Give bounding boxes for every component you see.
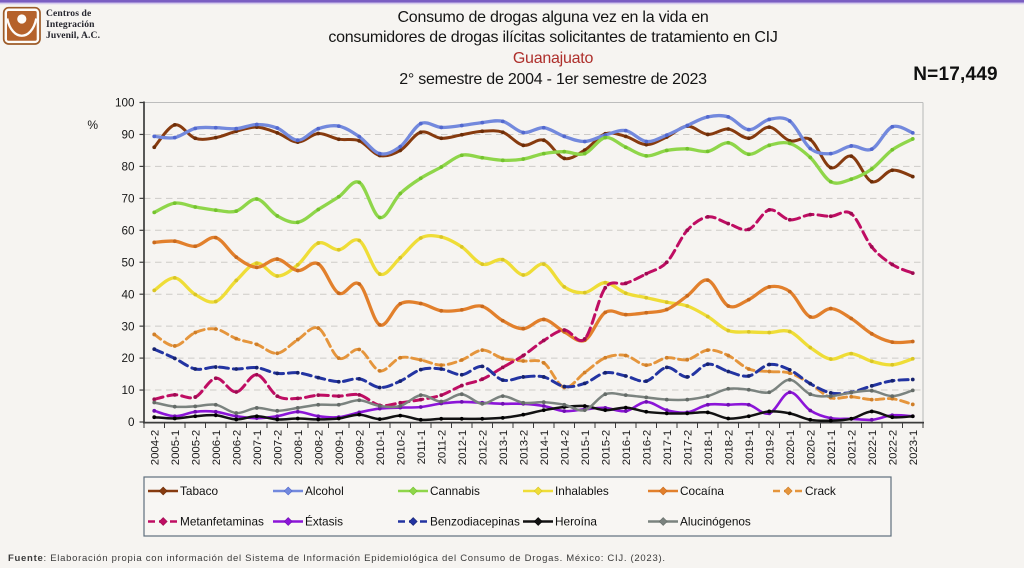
svg-text:2019-1: 2019-1	[744, 430, 756, 465]
svg-text:60: 60	[121, 224, 135, 237]
svg-text:2017-1: 2017-1	[662, 430, 674, 465]
svg-text:2005-2: 2005-2	[190, 430, 202, 465]
svg-text:2015-1: 2015-1	[580, 430, 592, 465]
svg-text:2014-2: 2014-2	[559, 430, 571, 465]
svg-text:100: 100	[115, 97, 135, 110]
svg-text:Inhalables: Inhalables	[555, 484, 609, 498]
svg-text:2011-2: 2011-2	[436, 430, 448, 465]
svg-text:2014-1: 2014-1	[539, 430, 551, 465]
svg-text:2019-2: 2019-2	[764, 430, 776, 465]
svg-text:2013-1: 2013-1	[498, 430, 510, 465]
svg-text:2006-2: 2006-2	[231, 430, 243, 465]
svg-text:2022-1: 2022-1	[867, 430, 879, 465]
svg-text:2004-2: 2004-2	[149, 430, 161, 465]
svg-text:2008-1: 2008-1	[293, 430, 305, 465]
svg-text:2005-1: 2005-1	[170, 430, 182, 465]
svg-text:2021-1: 2021-1	[826, 430, 838, 465]
svg-text:2016-1: 2016-1	[621, 430, 633, 465]
svg-text:Heroína: Heroína	[555, 515, 597, 529]
svg-text:2016-2: 2016-2	[641, 430, 653, 465]
svg-text:2020-2: 2020-2	[805, 430, 817, 465]
svg-text:20: 20	[121, 352, 135, 365]
svg-text:2011-1: 2011-1	[416, 430, 428, 465]
svg-text:2008-2: 2008-2	[313, 430, 325, 465]
svg-text:2009-1: 2009-1	[334, 430, 346, 465]
svg-text:2018-1: 2018-1	[703, 430, 715, 465]
svg-text:Alucinógenos: Alucinógenos	[680, 515, 751, 529]
svg-text:50: 50	[121, 256, 135, 269]
svg-text:2020-1: 2020-1	[785, 430, 797, 465]
svg-text:2023-1: 2023-1	[908, 430, 920, 465]
svg-text:2006-1: 2006-1	[211, 430, 223, 465]
svg-text:2007-1: 2007-1	[252, 430, 264, 465]
svg-text:Éxtasis: Éxtasis	[305, 515, 343, 529]
svg-text:2022-2: 2022-2	[887, 430, 899, 465]
svg-text:Metanfetaminas: Metanfetaminas	[180, 515, 264, 529]
svg-text:Cocaína: Cocaína	[680, 484, 724, 498]
svg-text:2013-2: 2013-2	[518, 430, 530, 465]
svg-text:Tabaco: Tabaco	[180, 484, 218, 498]
svg-text:70: 70	[121, 192, 135, 205]
svg-text:2015-2: 2015-2	[600, 430, 612, 465]
svg-text:Alcohol: Alcohol	[305, 484, 344, 498]
svg-text:2009-2: 2009-2	[354, 430, 366, 465]
svg-text:90: 90	[121, 129, 135, 142]
svg-text:2021-2: 2021-2	[846, 430, 858, 465]
svg-text:10: 10	[121, 384, 135, 397]
svg-text:2017-2: 2017-2	[682, 430, 694, 465]
svg-text:80: 80	[121, 161, 135, 174]
svg-text:0: 0	[128, 416, 135, 429]
svg-text:2012-2: 2012-2	[477, 430, 489, 465]
svg-text:30: 30	[121, 320, 135, 333]
svg-text:2010-2: 2010-2	[395, 430, 407, 465]
svg-text:40: 40	[121, 288, 135, 301]
svg-text:Cannabis: Cannabis	[430, 484, 480, 498]
svg-text:Crack: Crack	[805, 484, 836, 498]
svg-text:Benzodiacepinas: Benzodiacepinas	[430, 515, 520, 529]
svg-text:2018-2: 2018-2	[723, 430, 735, 465]
svg-text:2012-1: 2012-1	[457, 430, 469, 465]
svg-text:2010-1: 2010-1	[375, 430, 387, 465]
svg-text:%: %	[87, 118, 98, 132]
svg-text:2007-2: 2007-2	[272, 430, 284, 465]
